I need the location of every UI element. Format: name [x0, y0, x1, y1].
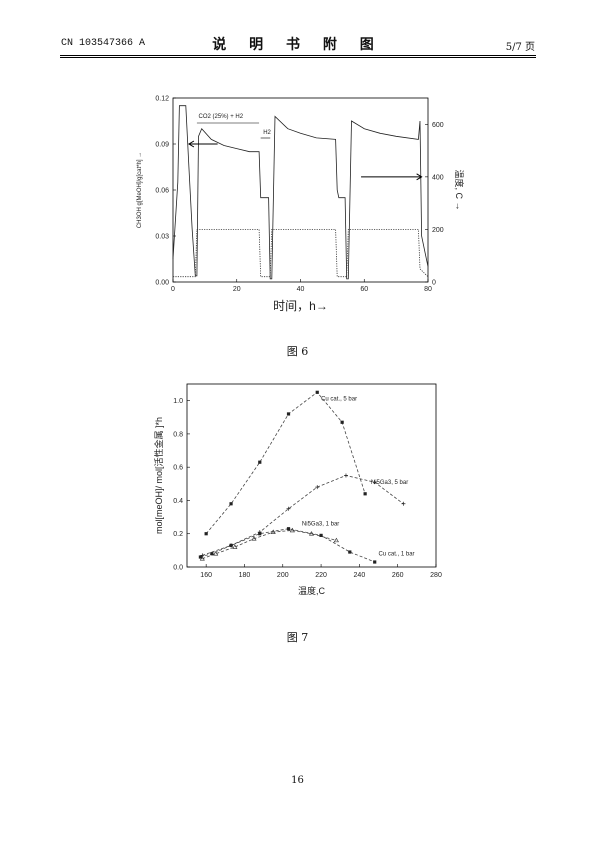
fig7-y-tick-label: 0.0	[173, 565, 183, 572]
fig6-x-tick-label: 0	[171, 286, 175, 293]
section-title: 说 明 书 附 图	[212, 37, 383, 53]
fig7-x-tick-label: 240	[354, 572, 366, 579]
fig6-y-tick-label: 0.09	[155, 142, 169, 149]
fig7-x-tick-label: 220	[315, 572, 327, 579]
fig6-x-tick-label: 20	[233, 286, 241, 293]
fig7-point	[372, 480, 377, 485]
fig6-y-right-tick-label: 200	[432, 227, 444, 234]
fig6-y-right-tick-label: 400	[432, 174, 444, 181]
fig6-y-tick-label: 0.12	[155, 96, 169, 103]
fig7-point	[333, 537, 339, 543]
fig7-point	[213, 551, 219, 556]
fig6-annotation-co2: CO2 (25%) + H2	[199, 114, 244, 120]
fig7-y-tick-label: 0.6	[173, 465, 183, 472]
fig7-point	[348, 550, 352, 554]
page-indicator: 5/7 页	[505, 42, 535, 53]
fig7-point	[343, 473, 348, 478]
fig7-point	[286, 527, 291, 531]
fig7-point	[229, 543, 233, 547]
fig7-series-label: Ni5Ga3, 1 bar	[302, 521, 339, 527]
fig6-y-right-tick-label: 0	[432, 280, 436, 287]
fig7-point	[315, 390, 319, 394]
header-rule-thin	[60, 57, 536, 58]
fig7-point	[363, 492, 367, 496]
patent-number: CN 103547366 A	[61, 38, 146, 49]
fig7-point	[204, 532, 208, 536]
fig7-point	[319, 533, 323, 537]
fig7-x-tick-label: 200	[277, 572, 289, 579]
fig6-y-tick-label: 0.03	[155, 234, 169, 241]
fig6-plot-frame	[172, 97, 429, 283]
fig7-x-axis-label: 温度,C	[298, 585, 326, 596]
fig7-point	[258, 532, 262, 536]
fig7-plot-frame	[186, 383, 437, 568]
fig7-series-line-1	[202, 475, 404, 556]
fig7-series-label: Cu cat., 1 bar	[379, 551, 415, 557]
fig7-y-tick-label: 0.4	[173, 498, 183, 505]
fig6-x-axis-label: 时间，h→	[273, 299, 328, 313]
fig7-point	[286, 506, 291, 511]
fig6-x-tick-label: 40	[297, 286, 305, 293]
fig7-point	[286, 412, 291, 416]
header-rule	[60, 55, 536, 56]
fig6-x-tick-label: 60	[360, 286, 368, 293]
fig6-arrow-right-axis	[361, 173, 423, 181]
fig7-x-tick-label: 280	[430, 572, 442, 579]
fig7-point	[198, 555, 203, 559]
fig7-point	[315, 485, 320, 490]
fig7-point	[373, 560, 377, 564]
fig6-y-right-axis-label: 温度, C →	[454, 169, 465, 210]
fig6-y-tick-label: 0.06	[155, 188, 169, 195]
fig7-point	[340, 420, 344, 424]
fig7-y-tick-label: 0.2	[173, 531, 183, 538]
fig7-point	[229, 502, 233, 506]
fig6-series-methanol	[172, 105, 429, 280]
fig7-series-label: Cu cat., 5 bar	[321, 397, 357, 403]
fig7-series-line-2	[202, 529, 337, 560]
fig7-series-line-0	[205, 391, 366, 534]
fig7-series-line-3	[200, 528, 375, 563]
fig6-y-tick-label: 0.00	[155, 280, 169, 287]
fig7-x-tick-label: 160	[200, 572, 212, 579]
fig6-x-tick-label: 80	[424, 286, 432, 293]
fig7-point	[232, 544, 238, 549]
fig6-y-right-tick-label: 600	[432, 122, 444, 129]
fig7-y-axis-label: mol[meOH]/ mol[活性金属 ]*h	[153, 417, 164, 534]
figure-7-caption: 图 7	[286, 631, 309, 644]
fig7-series-label: Ni5Ga3, 5 bar	[371, 480, 408, 486]
fig7-y-tick-label: 0.8	[173, 431, 183, 438]
fig7-x-tick-label: 260	[392, 572, 404, 579]
fig7-x-tick-label: 180	[239, 572, 251, 579]
fig7-y-tick-label: 1.0	[173, 398, 183, 405]
fig7-point	[401, 501, 406, 506]
fig7-point	[210, 552, 214, 556]
fig6-y-axis-label: CH3OH g[MeOH]/g[cat*h] →	[137, 152, 143, 228]
fig6-series-temperature	[173, 229, 429, 278]
fig7-point	[258, 460, 262, 464]
fig6-annotation-h2: H2	[263, 130, 271, 136]
page-number: 16	[291, 775, 304, 786]
figure-6-caption: 图 6	[286, 345, 309, 358]
fig6-arrow-left-axis	[187, 140, 218, 148]
fig7-point	[289, 527, 295, 533]
fig7-point	[251, 536, 257, 541]
